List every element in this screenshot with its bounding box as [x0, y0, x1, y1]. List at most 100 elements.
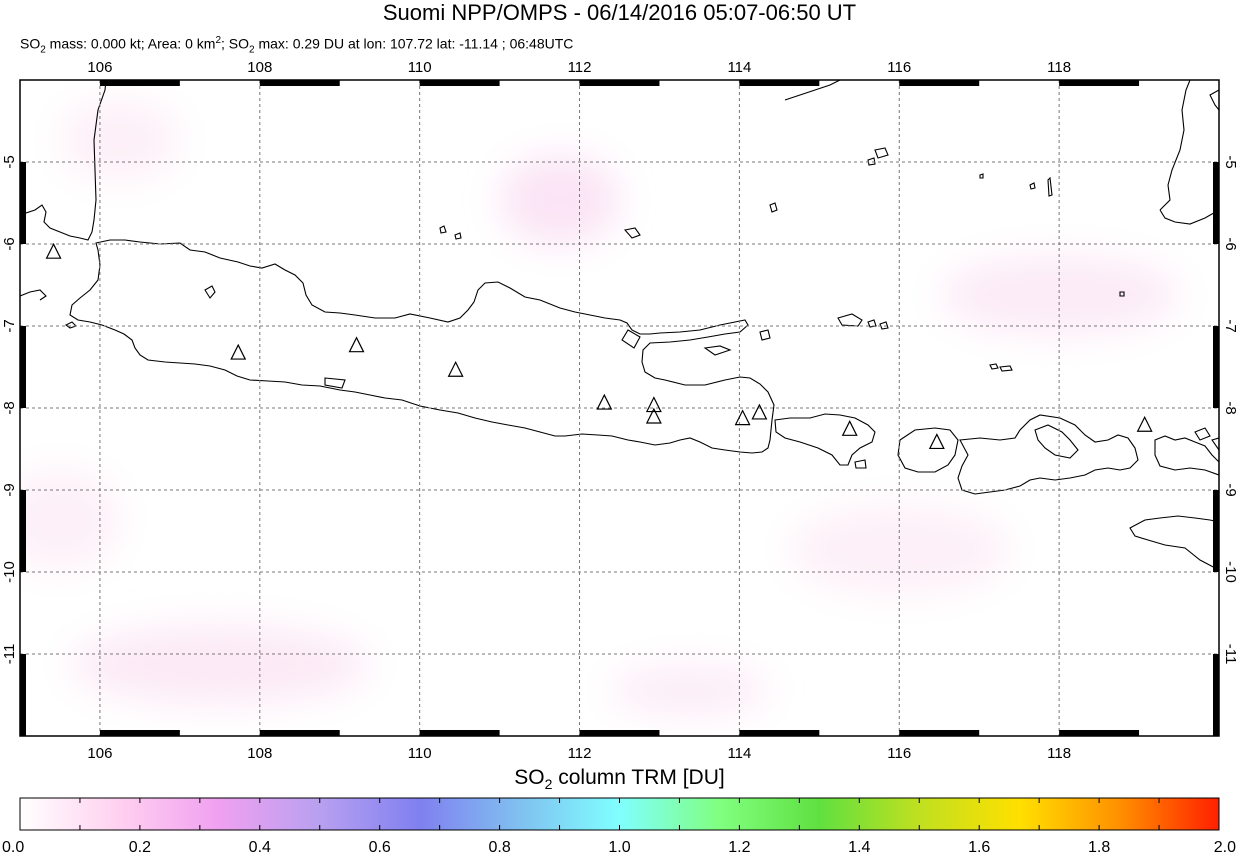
- frame-segment-bottom: [579, 730, 660, 736]
- lon-tick-label-bottom: 108: [247, 745, 272, 762]
- frame-segment-top: [899, 80, 980, 86]
- lat-tick-label-right: -10: [1222, 561, 1239, 583]
- lombok-coastline: [897, 427, 959, 473]
- axis-tick-labels: 106 106 108 108 110 110 112 112 114 114 116 116 118 1…: [1, 59, 1239, 762]
- lat-tick-label-right: -6: [1222, 237, 1239, 250]
- frame-segment-bottom: [419, 730, 500, 736]
- frame-segment-bottom: [899, 730, 980, 736]
- lon-tick-label-bottom: 106: [87, 745, 112, 762]
- triangle-icon: [751, 403, 768, 420]
- subtitle-area-text: ; SO: [221, 35, 250, 52]
- colorbar-tick-label: 0.2: [129, 839, 151, 855]
- triangle-icon: [1136, 415, 1153, 432]
- triangle-icon: [841, 419, 858, 436]
- frame-segment-left: [20, 490, 26, 572]
- frame-segment-right: [1213, 654, 1219, 736]
- frame-segment-top: [739, 80, 820, 86]
- map-frame: [19, 79, 1220, 737]
- frame-segment-bottom: [739, 730, 820, 736]
- triangle-icon: [734, 409, 751, 426]
- frame-segment-right: [1213, 326, 1219, 408]
- frame-segment-bottom: [99, 730, 180, 736]
- lon-tick-label-bottom: 114: [727, 745, 751, 762]
- frame-segment-left: [20, 162, 26, 244]
- triangle-icon: [928, 433, 945, 450]
- triangle-icon: [348, 336, 365, 353]
- colorbar-tick-label: 0.6: [369, 839, 391, 855]
- map-subtitle: SO2 mass: 0.000 kt; Area: 0 km2; SO2 max…: [20, 35, 573, 55]
- triangle-icon: [45, 242, 62, 259]
- triangle-icon: [230, 343, 247, 360]
- lon-tick-label-top: 108: [247, 59, 272, 76]
- triangle-icon: [645, 396, 662, 413]
- lon-tick-label-bottom: 118: [1047, 745, 1071, 762]
- subtitle-sub-2: 2: [249, 44, 255, 56]
- lat-tick-label-left: -7: [1, 319, 18, 332]
- lat-tick-label-right: -5: [1222, 155, 1239, 168]
- frame-segment-left: [20, 326, 26, 408]
- grid-lines: [20, 80, 1219, 736]
- lat-tick-label-right: -7: [1222, 319, 1239, 332]
- lon-tick-label-top: 106: [87, 59, 112, 76]
- colorbar-tick-label: 1.2: [728, 839, 750, 855]
- colorbar: 0.0 0.2 0.4 0.6 0.8 1.0 1.2 1.4 1.6 1.8 2.0: [2, 797, 1236, 855]
- lon-tick-label-bottom: 116: [887, 745, 911, 762]
- triangle-icon: [645, 407, 662, 424]
- colorbar-title: SO2 column TRM [DU]: [0, 766, 1239, 792]
- lon-tick-label-top: 110: [408, 59, 432, 76]
- lon-tick-label-bottom: 110: [408, 745, 432, 762]
- lat-tick-label-left: -10: [1, 561, 18, 583]
- colorbar-title-sub: 2: [544, 776, 553, 793]
- colorbar-tick-label: 0.8: [488, 839, 510, 855]
- frame-segment-top: [419, 80, 500, 86]
- frame-segment-bottom: [1059, 730, 1140, 736]
- lon-tick-label-top: 114: [727, 59, 751, 76]
- subtitle-max-text: max: 0.29 DU at lon: 107.72 lat: -11.14 …: [254, 35, 574, 52]
- lat-tick-label-left: -8: [1, 401, 18, 414]
- frame-segment-bottom: [259, 730, 340, 736]
- lat-tick-label-left: -11: [1, 644, 18, 665]
- frame-segment-top: [99, 80, 180, 86]
- subtitle-sup: 2: [215, 35, 221, 46]
- frame-segment-top: [259, 80, 340, 86]
- frame-segment-top: [579, 80, 660, 86]
- frame-segment-right: [1213, 162, 1219, 244]
- colorbar-tick-label: 1.4: [848, 839, 870, 855]
- frame-segment-top: [1059, 80, 1140, 86]
- lat-tick-label-right: -11: [1222, 644, 1239, 665]
- subtitle-sub: 2: [40, 44, 46, 56]
- lat-tick-label-right: -8: [1222, 401, 1239, 414]
- colorbar-title-suffix: column TRM [DU]: [552, 766, 725, 789]
- lon-tick-label-top: 116: [887, 59, 911, 76]
- colorbar-gradient: [19, 797, 1220, 831]
- colorbar-title-prefix: SO: [514, 766, 545, 789]
- volcano-markers: [45, 242, 1153, 450]
- colorbar-tick-label: 2.0: [1214, 839, 1236, 855]
- subtitle-mass-text: mass: 0.000 kt; Area: 0 km: [45, 35, 216, 52]
- colorbar-tick-label: 0.4: [249, 839, 271, 855]
- sumba-coastline: [1129, 515, 1219, 571]
- java-coastline: [69, 239, 775, 454]
- triangle-icon: [596, 393, 613, 410]
- sumatra-coastline: [20, 80, 107, 241]
- colorbar-tick-label: 0.0: [2, 839, 24, 855]
- flores-coastline: [1154, 435, 1219, 476]
- coastline-layer: [20, 80, 1219, 571]
- lat-tick-label-left: -6: [1, 237, 18, 250]
- subtitle-so2-text: SO: [20, 35, 41, 52]
- lat-tick-label-left: -5: [1, 155, 18, 168]
- borneo-coastline: [784, 80, 841, 101]
- frame-segment-right: [1213, 490, 1219, 572]
- colorbar-tick-label: 1.0: [608, 839, 630, 855]
- lat-tick-label-right: -9: [1222, 483, 1239, 496]
- lon-tick-label-top: 118: [1047, 59, 1071, 76]
- lat-tick-label-left: -9: [1, 483, 18, 496]
- colorbar-tick-label: 1.6: [968, 839, 990, 855]
- triangle-icon: [447, 360, 464, 377]
- colorbar-tick-label: 1.8: [1088, 839, 1110, 855]
- bali-coastline: [774, 413, 876, 466]
- frame-segment-left: [20, 654, 26, 736]
- lon-tick-label-top: 112: [568, 59, 592, 76]
- map-title: Suomi NPP/OMPS - 06/14/2016 05:07-06:50 …: [382, 0, 857, 25]
